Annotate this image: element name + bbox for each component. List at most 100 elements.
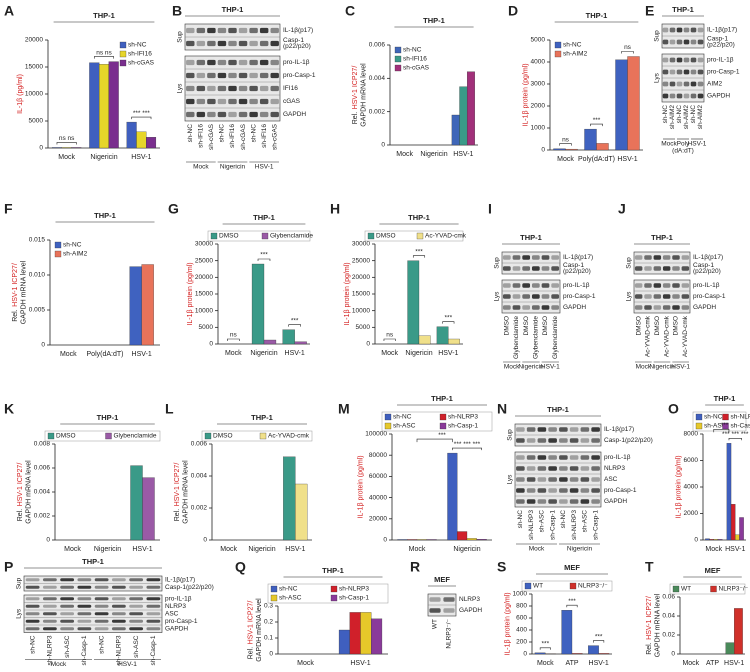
blot-band [249, 85, 258, 92]
y-axis-label: IL-1β protein (pg/ml) [504, 592, 511, 655]
blot-band [683, 27, 690, 33]
significance-bracket [131, 116, 152, 120]
blot-band [111, 585, 126, 589]
blot-band [569, 438, 579, 443]
y-tick-label: 0.002 [369, 108, 386, 115]
x-tick-label: HSV-1 [131, 154, 151, 161]
blot-band [548, 427, 557, 432]
significance-label: *** [593, 117, 601, 124]
blot-band [580, 488, 590, 493]
lane-label: sh-Casp-1 [549, 510, 556, 540]
blot-band [217, 111, 227, 118]
legend-swatch [439, 422, 447, 430]
blot-band [129, 627, 144, 631]
blot-band [270, 72, 279, 79]
blot-band [669, 27, 676, 33]
blot-band [644, 305, 652, 310]
blot-band [259, 27, 269, 34]
blot-band [129, 604, 144, 608]
bar [349, 612, 361, 655]
y-axis-label-part: GAPDH mRNA level [183, 460, 190, 524]
x-tick-label: Mock [557, 156, 574, 163]
blot-band [526, 499, 536, 504]
blot-band [270, 85, 279, 92]
legend-label: sh-NC [704, 414, 723, 421]
blot-band [217, 72, 227, 79]
legend-swatch [270, 594, 278, 602]
blot-band [634, 283, 643, 288]
x-tick-label: Nigericin [453, 546, 480, 553]
blot-band [591, 477, 600, 482]
y-tick-label: 15000 [195, 291, 213, 298]
blot-band [644, 294, 652, 299]
blot-band [537, 438, 547, 443]
y-tick-label: 4000 [531, 59, 546, 66]
lane-label: Glybenclamide [513, 316, 520, 359]
y-tick-label: 800 [516, 603, 527, 610]
bar [338, 629, 350, 655]
blot-band [676, 93, 683, 99]
y-axis-label-part: GAPDH mRNA level [361, 63, 368, 127]
row-label: Casp-1 [563, 262, 584, 269]
blot-band [512, 294, 521, 299]
blot-band [548, 488, 557, 493]
lane-label: sh-ASC [133, 635, 140, 658]
blot-band [249, 98, 258, 105]
blot-band [186, 40, 195, 47]
blot-frame [501, 279, 561, 314]
significance-bracket [621, 51, 634, 54]
blot-band [259, 111, 269, 118]
blot-title: MEF [434, 575, 450, 584]
x-tick-label: Mock [220, 546, 237, 553]
y-axis-label-part: GAPDH mRNA level [654, 593, 661, 657]
lane-label: DMSO [673, 316, 680, 336]
section-label: Sup [494, 257, 501, 269]
row-label: GAPDH [283, 111, 306, 118]
blot-band [681, 266, 690, 271]
legend-label: sh-cGAS [128, 60, 155, 67]
blot-band [25, 597, 40, 601]
x-tick-label: Nigericin [248, 546, 275, 553]
legend-swatch [569, 582, 577, 590]
lane-label: sh-NC [29, 635, 36, 654]
y-tick-label: 0 [39, 145, 43, 152]
legend-swatch [119, 41, 127, 49]
y-axis-label-part: IL-1β protein (pg/ml) [504, 592, 511, 655]
y-tick-label: 0 [694, 537, 698, 544]
bar [466, 71, 475, 146]
legend-box [381, 411, 493, 432]
bar [459, 86, 468, 146]
legend-label: DMSO [213, 433, 233, 440]
blot-band [559, 438, 568, 443]
blot-band [697, 81, 704, 87]
blot-band [111, 627, 126, 631]
lane-label: sh-NLRP3 [47, 635, 54, 665]
blot-band [541, 266, 550, 271]
legend-label: sh-Casp-1 [339, 595, 369, 602]
blot-band [522, 255, 531, 260]
significance-bracket [559, 143, 572, 146]
blot-band [146, 585, 161, 589]
blot-band [196, 98, 206, 105]
x-tick-label: HSV-1 [725, 546, 745, 553]
y-axis-label-part: Rel. [17, 509, 24, 522]
blot-band [697, 57, 704, 63]
y-tick-label: 40000 [369, 494, 387, 501]
significance-bracket [383, 338, 396, 341]
row-label: Casp-1 [283, 37, 304, 44]
row-label: IL-1β(p17) [604, 426, 634, 433]
legend-box [692, 411, 747, 432]
blot-band [531, 266, 540, 271]
blot-band [42, 585, 57, 589]
legend-label: sh-NC [393, 414, 412, 421]
bar [627, 56, 640, 151]
y-tick-label: 25000 [352, 257, 370, 264]
legend-label: sh-IFI16 [403, 56, 427, 63]
blot-band [25, 612, 40, 616]
blot-band [548, 455, 557, 460]
blot-band [94, 612, 109, 616]
bar [98, 64, 110, 149]
y-tick-label: 0 [46, 537, 50, 544]
legend-label: sh-NLRP3 [448, 414, 478, 421]
significance-bracket [728, 437, 742, 441]
